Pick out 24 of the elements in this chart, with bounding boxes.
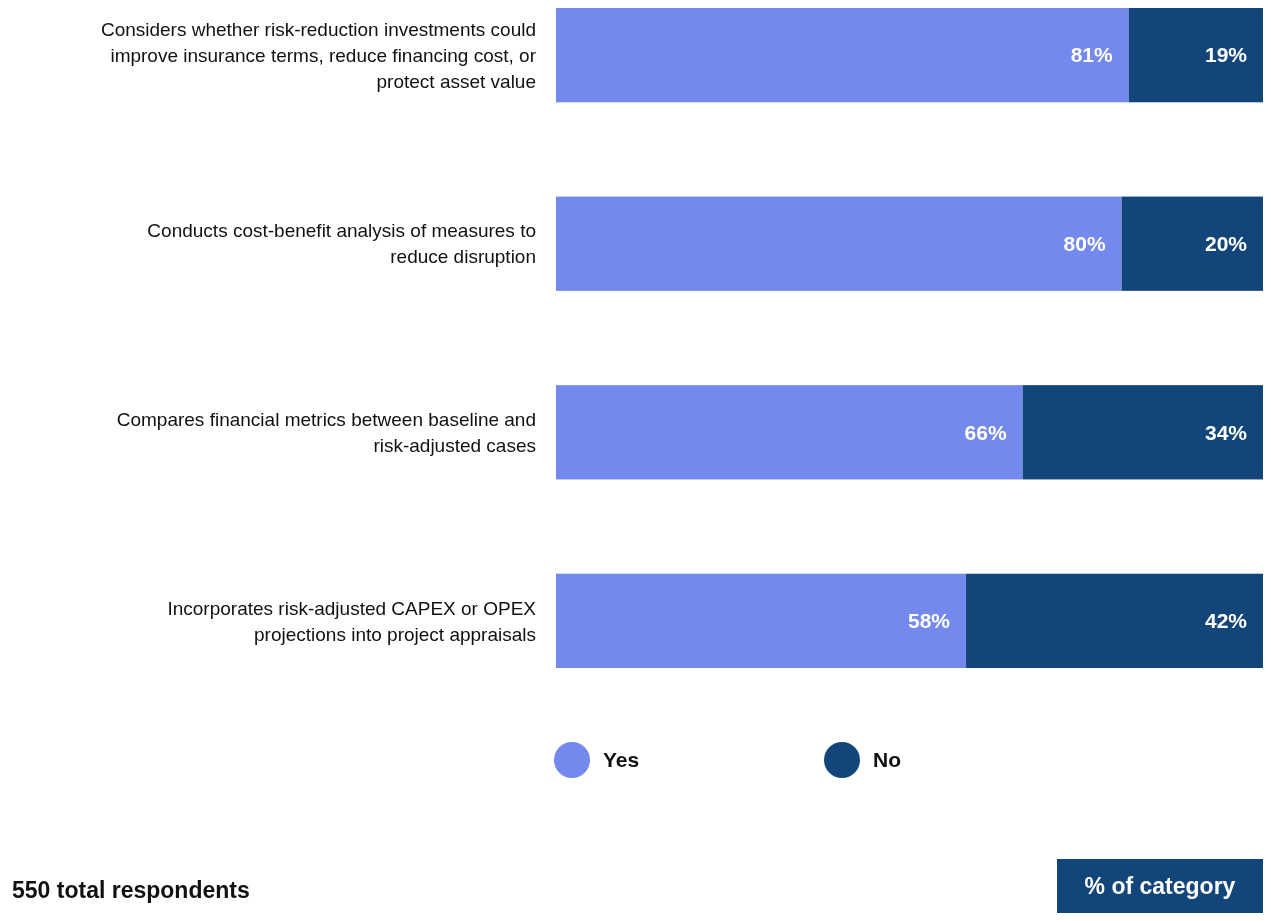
legend-label: No	[873, 748, 901, 772]
y-tick-label: Considers whether risk-reduction investments could improve insurance terms, reduce financing cost, or protect asset value	[100, 18, 537, 92]
bar	[1128, 8, 1263, 103]
text: % of category	[1084, 873, 1236, 900]
data-label: 66%	[964, 420, 1007, 444]
data-label: 58%	[908, 609, 951, 633]
bar	[556, 196, 1122, 291]
data-label: 20%	[1204, 232, 1248, 256]
bar	[556, 8, 1129, 103]
y-tick-label: Compares financial metrics between baseline and risk-adjusted cases	[116, 408, 536, 456]
text: 550 total respondents	[12, 877, 250, 903]
y-tick-label: Conducts cost-benefit analysis of measures to reduce disruption	[147, 220, 536, 268]
data-label: 80%	[1063, 232, 1106, 256]
bar	[1121, 196, 1263, 291]
data-label: 42%	[1204, 609, 1248, 633]
bar	[556, 385, 1023, 480]
data-label: 81%	[1070, 43, 1113, 67]
bar	[556, 573, 967, 668]
bar	[1022, 385, 1263, 480]
y-tick-label: Incorporates risk-adjusted CAPEX or OPEX projections into project appraisals	[167, 597, 537, 645]
data-label: 34%	[1204, 420, 1248, 444]
legend-label: Yes	[603, 748, 640, 772]
data-label: 19%	[1204, 43, 1248, 67]
bar	[966, 573, 1263, 668]
